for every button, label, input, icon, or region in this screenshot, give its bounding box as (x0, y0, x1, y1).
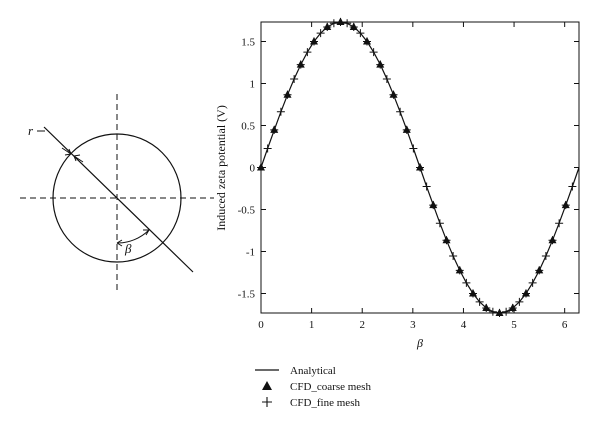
x-tick-label: 6 (562, 319, 568, 331)
plot-area: 0 1 2 3 4 5 6 -1.5 -1 -0.5 0 0.5 1 1.5 β Induced zet… (214, 17, 580, 350)
fine-mesh-point (409, 144, 418, 153)
fine-mesh-point (296, 60, 305, 69)
radius-label: r (28, 123, 34, 138)
fine-mesh-point (376, 60, 385, 69)
fine-mesh-point (522, 289, 530, 298)
fine-mesh-point (303, 48, 312, 57)
x-tick-label: 0 (258, 319, 264, 331)
fine-mesh-point (508, 304, 517, 313)
fine-mesh-point (276, 107, 285, 116)
radius-arrow-icon (61, 147, 84, 163)
fine-mesh-point (356, 29, 365, 38)
x-tick-label: 1 (309, 319, 315, 331)
cylinder-diagram: r β (20, 94, 214, 292)
fine-mesh-point (389, 90, 398, 99)
legend-triangle-icon (262, 381, 272, 390)
fine-mesh-point (449, 252, 458, 261)
fine-mesh-point (290, 74, 299, 83)
fine-mesh-point (283, 90, 292, 99)
fine-mesh-point (502, 307, 511, 316)
legend: Analytical CFD_coarse mesh CFD_fine mesh (255, 365, 371, 409)
series-layer (257, 17, 580, 317)
fine-mesh-point (475, 297, 484, 306)
x-tick-label: 2 (359, 319, 365, 331)
fine-mesh-point (316, 29, 325, 38)
fine-mesh-point (382, 74, 391, 83)
legend-plus-icon (262, 397, 272, 407)
y-tick-label: 0.5 (241, 120, 255, 132)
fine-mesh-point (363, 37, 371, 46)
fine-mesh-point (369, 48, 378, 57)
fine-mesh-point (435, 219, 444, 228)
fine-mesh-point (349, 22, 358, 31)
legend-fine-label: CFD_fine mesh (290, 397, 360, 409)
fine-mesh-point (568, 182, 577, 191)
angle-arrow-icon (116, 229, 150, 247)
y-tick-label: -0.5 (238, 205, 256, 217)
fine-mesh-point (541, 252, 550, 261)
fine-mesh-point (336, 18, 345, 26)
fine-mesh-point (548, 236, 557, 245)
fine-mesh-point (555, 219, 564, 228)
fine-mesh-point (310, 37, 318, 46)
fine-mesh-point (257, 163, 265, 172)
fine-mesh-point (455, 266, 464, 275)
y-tick-label: -1.5 (238, 289, 256, 301)
fine-mesh-point (442, 236, 451, 245)
fine-mesh-point (263, 144, 272, 153)
y-axis-title: Induced zeta potential (V) (214, 105, 228, 231)
x-axis-ticks: 0 1 2 3 4 5 6 (258, 22, 568, 331)
fine-mesh-point (469, 289, 477, 298)
fine-mesh-point (422, 182, 431, 191)
fine-mesh-point (515, 297, 524, 306)
fine-mesh-point (396, 107, 405, 116)
x-axis-title: β (416, 336, 423, 350)
field-direction-line (43, 126, 194, 273)
fine-mesh-point (329, 19, 338, 28)
fine-mesh-point (402, 125, 411, 134)
legend-analytical-label: Analytical (290, 365, 336, 377)
fine-mesh-point (270, 125, 279, 134)
fine-mesh-point (416, 163, 424, 172)
angle-arc (116, 229, 150, 244)
y-tick-label: 1.5 (241, 36, 255, 48)
angle-label: β (124, 241, 132, 256)
fine-mesh-point (482, 304, 491, 313)
fine-mesh-point (462, 278, 471, 287)
x-tick-label: 3 (410, 319, 416, 331)
y-tick-label: -1 (246, 247, 255, 259)
legend-coarse-label: CFD_coarse mesh (290, 381, 371, 393)
y-tick-label: 1 (250, 78, 256, 90)
fine-mesh-point (535, 266, 544, 275)
x-tick-label: 4 (461, 319, 467, 331)
fine-mesh-point (323, 22, 332, 31)
fine-mesh-point (343, 19, 352, 28)
fine-mesh-point (561, 201, 570, 210)
fine-mesh-point (488, 307, 497, 316)
x-tick-label: 5 (511, 319, 517, 331)
y-tick-label: 0 (250, 163, 256, 175)
fine-mesh-point (495, 309, 504, 317)
fine-mesh-point (528, 278, 537, 287)
fine-mesh-point (429, 201, 438, 210)
y-axis-ticks: -1.5 -1 -0.5 0 0.5 1 1.5 (238, 36, 579, 301)
